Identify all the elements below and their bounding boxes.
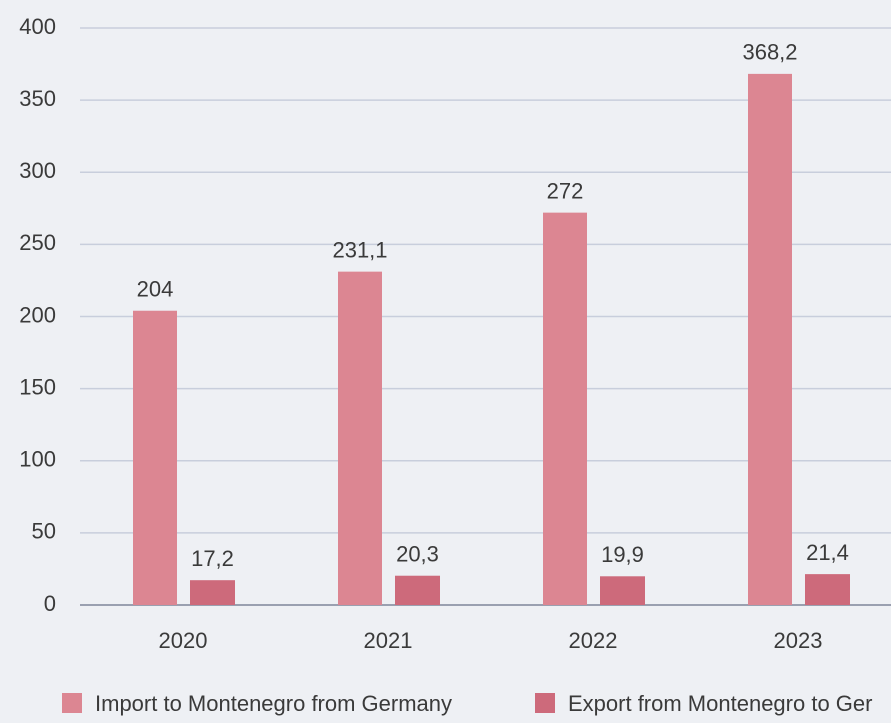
y-tick-label: 350 bbox=[19, 86, 56, 111]
value-label: 20,3 bbox=[396, 542, 439, 567]
value-label: 272 bbox=[547, 178, 584, 203]
bar bbox=[748, 74, 792, 605]
bar bbox=[190, 580, 235, 605]
x-tick-label: 2021 bbox=[364, 628, 413, 653]
bar bbox=[805, 574, 850, 605]
value-label: 19,9 bbox=[601, 542, 644, 567]
value-label: 204 bbox=[137, 277, 174, 302]
y-tick-label: 50 bbox=[32, 519, 56, 544]
value-label: 368,2 bbox=[742, 40, 797, 65]
value-label: 231,1 bbox=[332, 237, 387, 262]
bar bbox=[543, 213, 587, 605]
bar bbox=[395, 576, 440, 605]
y-tick-label: 400 bbox=[19, 14, 56, 39]
chart: 0 50 100 150 200 250 300 350 400 2020 204 17,2 2021 2… bbox=[0, 0, 891, 723]
y-tick-label: 300 bbox=[19, 158, 56, 183]
y-tick-label: 100 bbox=[19, 447, 56, 472]
x-tick-label: 2020 bbox=[159, 628, 208, 653]
legend-label: Import to Montenegro from Germany bbox=[95, 691, 452, 716]
bar bbox=[338, 272, 382, 605]
bar bbox=[133, 311, 177, 605]
legend-label: Export from Montenegro to Ger bbox=[568, 691, 872, 716]
y-tick-label: 250 bbox=[19, 230, 56, 255]
legend-swatch bbox=[62, 693, 82, 713]
value-label: 17,2 bbox=[191, 546, 234, 571]
bar bbox=[600, 576, 645, 605]
x-tick-label: 2023 bbox=[774, 628, 823, 653]
y-tick-label: 150 bbox=[19, 374, 56, 399]
y-tick-label: 200 bbox=[19, 302, 56, 327]
x-tick-label: 2022 bbox=[569, 628, 618, 653]
y-tick-label: 0 bbox=[44, 591, 56, 616]
legend-swatch bbox=[535, 693, 555, 713]
value-label: 21,4 bbox=[806, 540, 849, 565]
